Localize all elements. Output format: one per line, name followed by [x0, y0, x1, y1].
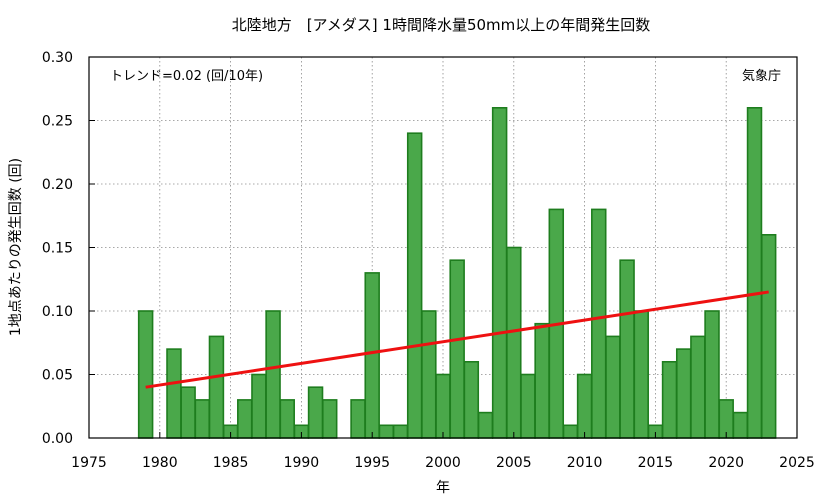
y-tick-label: 0.15: [42, 241, 73, 257]
bar: [520, 373, 536, 439]
trend-annotation: トレンド=0.02 (回/10年): [110, 69, 263, 84]
bar: [180, 386, 196, 439]
y-tick-label: 0.25: [42, 114, 73, 130]
bar: [237, 399, 253, 439]
bar: [137, 310, 154, 439]
trend-line-group: [145, 290, 769, 389]
bar: [421, 310, 437, 439]
bar: [406, 132, 423, 439]
bar: [506, 246, 522, 439]
trend-line: [145, 290, 769, 389]
x-tick-label: 1990: [284, 455, 320, 471]
bar: [279, 399, 295, 439]
bar: [194, 399, 211, 439]
bar: [534, 322, 550, 439]
chart-title: 北陸地方 [アメダス] 1時間降水量50mm以上の年間発生回数: [232, 16, 651, 34]
bar: [633, 310, 649, 439]
bar: [449, 259, 465, 439]
bar: [704, 310, 720, 439]
x-tick-label: 2015: [638, 455, 674, 471]
y-tick-label: 0.20: [42, 177, 73, 193]
x-tick-label: 2025: [779, 455, 815, 471]
x-tick-label: 2005: [496, 455, 532, 471]
x-tick-label: 2020: [708, 455, 744, 471]
y-axis: 0.00 0.05 0.10 0.15 0.20 0.25 0.30: [42, 50, 95, 447]
bar: [166, 348, 182, 439]
bar: [364, 272, 380, 439]
bar: [605, 335, 621, 439]
x-axis: 1975 1980 1985 1990 1995 2000 2005 2010 2015 2020…: [71, 432, 815, 471]
bar: [321, 399, 338, 439]
y-tick-label: 0.05: [42, 368, 73, 384]
bar: [463, 360, 480, 439]
bar: [378, 424, 395, 439]
bar: [491, 107, 508, 439]
bar: [265, 310, 281, 439]
bar: [350, 399, 366, 439]
bar: [562, 424, 579, 439]
y-tick-label: 0.10: [42, 304, 73, 320]
bar: [661, 360, 678, 439]
bar: [619, 259, 635, 439]
bar: [208, 335, 225, 439]
x-tick-label: 1995: [354, 455, 390, 471]
y-axis-label: 1地点あたりの発生回数 (回): [8, 158, 24, 336]
bar: [576, 373, 593, 439]
x-tick-label: 1980: [142, 455, 178, 471]
x-axis-label: 年: [436, 480, 450, 496]
x-tick-label: 1985: [213, 455, 249, 471]
bar: [732, 411, 749, 439]
bar: [251, 373, 267, 439]
bar: [746, 107, 763, 439]
y-tick-label: 0.30: [42, 50, 73, 66]
bar: [477, 411, 494, 439]
x-tick-label: 2000: [425, 455, 461, 471]
bar: [435, 373, 451, 439]
bar: [760, 234, 777, 439]
bar: [307, 386, 324, 439]
bar: [675, 348, 692, 439]
bars: [137, 107, 777, 439]
source-label: 気象庁: [742, 68, 781, 84]
y-tick-label: 0.00: [42, 431, 73, 447]
bar: [690, 335, 706, 439]
x-tick-label: 2010: [567, 455, 603, 471]
x-tick-label: 1975: [71, 455, 107, 471]
bar: [392, 424, 409, 439]
bar: [591, 208, 607, 439]
